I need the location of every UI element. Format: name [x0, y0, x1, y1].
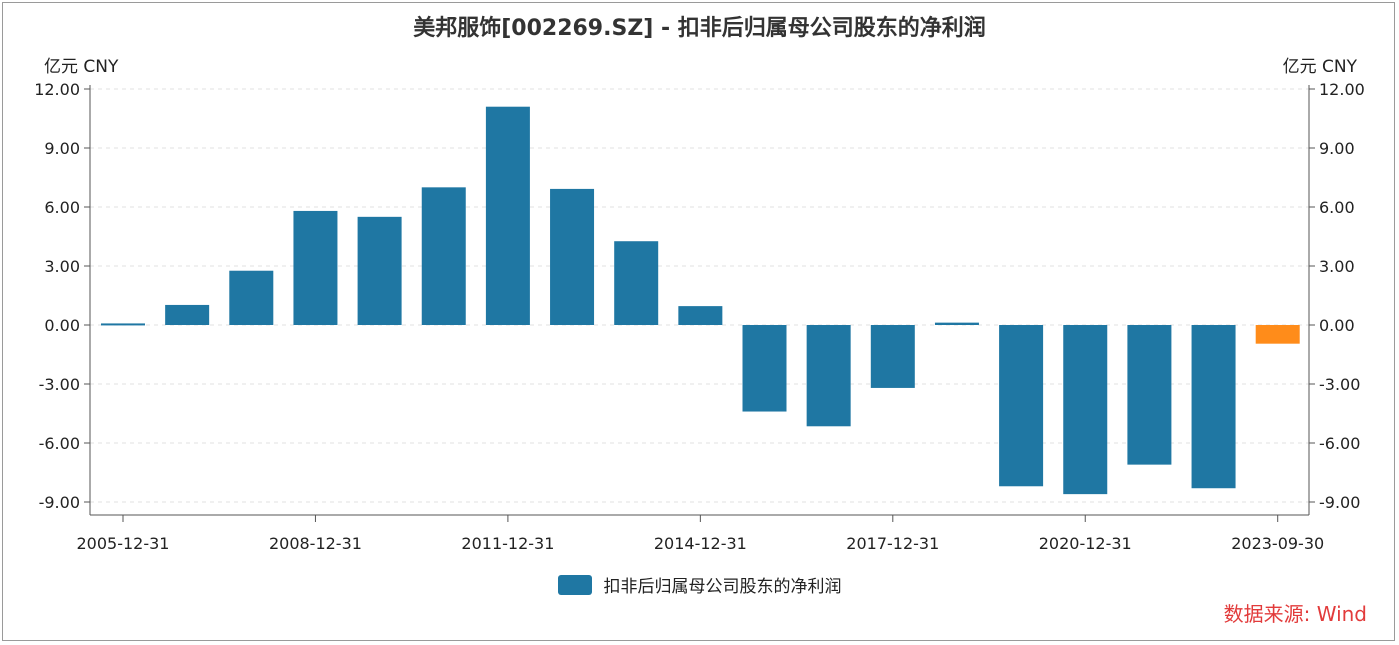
legend-swatch	[557, 574, 592, 595]
bar	[999, 325, 1044, 487]
bar	[421, 187, 466, 325]
y-tick-label-left: -3.00	[39, 375, 80, 394]
data-source: 数据来源: Wind	[1223, 602, 1367, 626]
bar	[357, 216, 402, 325]
chart-title: 美邦服饰[002269.SZ] - 扣非后归属母公司股东的净利润	[413, 16, 986, 41]
y-tick-label-right: 6.00	[1319, 198, 1355, 217]
legend-label: 扣非后归属母公司股东的净利润	[603, 577, 842, 597]
bar	[293, 210, 338, 325]
x-tick-label: 2008-12-31	[269, 534, 362, 553]
bar	[229, 270, 274, 325]
bar	[101, 323, 145, 326]
y-tick-label-right: 12.00	[1319, 80, 1365, 99]
bar	[806, 325, 851, 427]
x-tick-label: 2017-12-31	[846, 534, 939, 553]
y-tick-label-right: 0.00	[1319, 316, 1355, 335]
x-tick-label: 2011-12-31	[461, 534, 554, 553]
x-tick-label: 2014-12-31	[654, 534, 747, 553]
bar	[742, 325, 787, 412]
right-axis-unit: 亿元 CNY	[1282, 57, 1357, 77]
x-tick-label: 2020-12-31	[1039, 534, 1132, 553]
bar	[1063, 325, 1108, 495]
y-tick-label-right: 9.00	[1319, 139, 1355, 158]
y-tick-label-right: -3.00	[1319, 375, 1360, 394]
bar	[485, 106, 530, 325]
bar	[870, 325, 915, 388]
y-tick-label-right: -9.00	[1319, 493, 1360, 512]
bar	[550, 188, 595, 325]
bar	[1127, 325, 1172, 465]
bar	[165, 304, 210, 325]
bar	[1255, 325, 1300, 344]
y-tick-label-left: -6.00	[39, 434, 80, 453]
y-tick-label-left: 3.00	[44, 257, 80, 276]
bar	[1191, 325, 1236, 489]
bar	[678, 306, 723, 325]
y-tick-label-left: 6.00	[44, 198, 80, 217]
legend: 扣非后归属母公司股东的净利润	[0, 572, 1399, 597]
y-tick-label-left: 12.00	[34, 80, 80, 99]
x-tick-label: 2023-09-30	[1231, 534, 1324, 553]
y-tick-label-right: 3.00	[1319, 257, 1355, 276]
left-axis-unit: 亿元 CNY	[44, 57, 119, 77]
y-tick-label-left: 0.00	[44, 316, 80, 335]
bar	[934, 322, 979, 325]
y-tick-label-left: 9.00	[44, 139, 80, 158]
y-tick-label-right: -6.00	[1319, 434, 1360, 453]
bar	[614, 241, 659, 325]
y-tick-label-left: -9.00	[39, 493, 80, 512]
x-tick-label: 2005-12-31	[77, 534, 170, 553]
